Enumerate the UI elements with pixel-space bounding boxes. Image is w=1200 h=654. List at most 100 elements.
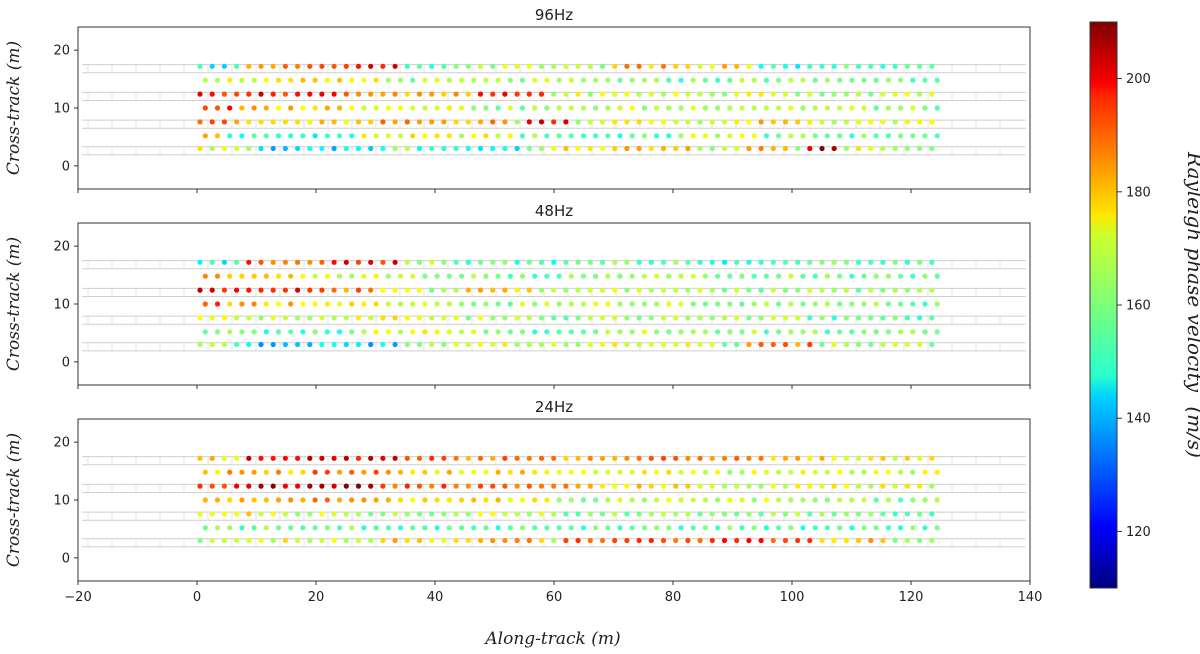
data-point (873, 497, 879, 503)
data-point (404, 483, 410, 489)
data-point (312, 329, 318, 335)
data-point (263, 77, 269, 83)
data-point (697, 287, 703, 293)
data-point (575, 315, 581, 321)
colorbar-label: Rayleigh phase velocity (m/s) (1183, 151, 1200, 458)
data-point (617, 469, 623, 475)
data-point (685, 119, 691, 125)
data-point (587, 63, 593, 69)
data-point (605, 497, 611, 503)
data-point (617, 329, 623, 335)
data-point (349, 497, 355, 503)
data-point (295, 315, 301, 321)
data-point (343, 145, 349, 152)
data-point (429, 483, 435, 489)
data-point (702, 133, 709, 139)
data-point (319, 341, 325, 348)
data-point (673, 483, 679, 489)
data-point (788, 105, 794, 111)
data-point (678, 301, 684, 307)
data-point (551, 259, 557, 265)
data-point (831, 119, 837, 125)
data-point (502, 537, 508, 544)
data-point (495, 469, 501, 475)
data-point (739, 273, 745, 279)
data-point (910, 105, 916, 111)
data-point (599, 145, 606, 152)
data-point (629, 301, 635, 307)
data-point (343, 537, 349, 544)
data-point (477, 91, 484, 97)
data-point (702, 105, 709, 111)
data-point (221, 119, 227, 125)
data-point (380, 287, 386, 293)
data-point (319, 145, 325, 152)
data-point (751, 469, 757, 475)
y-tick-label: 20 (53, 240, 70, 255)
data-point (361, 105, 367, 111)
data-point (751, 105, 757, 111)
data-point (380, 537, 386, 544)
data-point (246, 483, 252, 489)
data-point (355, 287, 362, 293)
data-point (404, 145, 410, 152)
data-point (605, 77, 611, 83)
data-point (929, 287, 935, 293)
data-point (580, 77, 587, 83)
data-point (441, 341, 447, 348)
data-point (319, 287, 325, 293)
data-point (624, 483, 630, 489)
data-point (453, 287, 459, 293)
data-point (690, 273, 696, 279)
data-point (599, 511, 606, 517)
data-point (580, 301, 587, 307)
data-point (782, 63, 789, 69)
data-point (660, 63, 667, 69)
data-point (380, 315, 386, 321)
data-point (666, 469, 672, 475)
data-point (599, 455, 606, 461)
data-point (282, 287, 288, 293)
data-point (368, 455, 374, 461)
data-point (404, 259, 410, 265)
data-point (422, 329, 428, 335)
data-point (776, 525, 782, 531)
data-point (831, 63, 837, 69)
data-point (477, 537, 484, 544)
data-point (556, 525, 562, 531)
data-point (429, 91, 435, 97)
data-point (336, 469, 343, 475)
data-point (551, 63, 557, 69)
data-point (300, 273, 306, 279)
data-point (770, 537, 776, 544)
data-point (770, 259, 776, 265)
data-point (275, 329, 282, 335)
data-point (251, 133, 257, 139)
data-point (251, 77, 257, 83)
data-point (763, 133, 770, 139)
data-point (514, 119, 520, 125)
data-point (856, 483, 862, 489)
data-point (697, 455, 703, 461)
data-points (197, 63, 940, 152)
data-point (666, 105, 672, 111)
data-point (721, 315, 728, 321)
data-point (654, 525, 660, 531)
data-point (880, 341, 886, 348)
data-point (453, 455, 459, 461)
data-point (599, 537, 606, 544)
data-point (380, 91, 386, 97)
data-point (568, 497, 574, 503)
data-point (343, 63, 349, 69)
data-point (288, 497, 294, 503)
data-point (605, 329, 611, 335)
data-point (483, 497, 489, 503)
data-point (910, 329, 916, 335)
data-point (868, 145, 874, 152)
data-point (453, 341, 459, 348)
data-point (263, 329, 269, 335)
data-point (434, 77, 440, 83)
data-point (568, 133, 574, 139)
data-point (868, 91, 874, 97)
data-point (795, 287, 801, 293)
